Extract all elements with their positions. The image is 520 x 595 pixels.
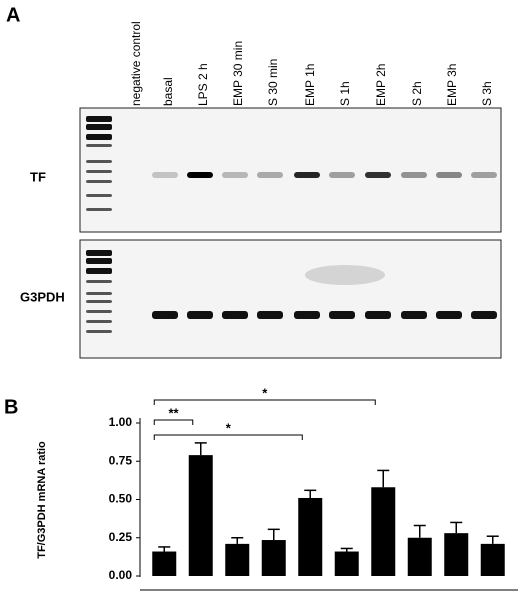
significance-bracket xyxy=(153,419,194,425)
y-tick-label: 0.75 xyxy=(109,453,133,467)
bar xyxy=(371,487,396,576)
band xyxy=(222,172,248,178)
gel-label: TF xyxy=(30,169,46,184)
y-tick-label: 0.25 xyxy=(109,530,133,544)
ladder-band xyxy=(86,292,112,295)
y-tick-label: 0.50 xyxy=(109,492,133,506)
ladder-band xyxy=(86,208,112,211)
ladder-band xyxy=(86,320,112,323)
ladder-band xyxy=(86,134,112,140)
band xyxy=(257,311,283,319)
significance-bracket xyxy=(153,434,303,440)
lane-label: basal xyxy=(161,77,175,106)
smear xyxy=(305,265,385,285)
ladder-band xyxy=(86,124,112,130)
ladder-band xyxy=(86,144,112,147)
ladder-band xyxy=(86,170,112,173)
band xyxy=(294,311,320,319)
gel xyxy=(79,107,502,233)
lane-label: S 1h xyxy=(338,81,352,106)
band xyxy=(152,311,178,319)
band xyxy=(152,172,178,178)
bar xyxy=(298,497,323,576)
band xyxy=(294,172,320,178)
bar xyxy=(407,537,432,576)
band xyxy=(187,311,213,319)
ladder-band xyxy=(86,280,112,283)
lane-label: S 3h xyxy=(480,81,494,106)
band xyxy=(471,311,497,319)
band xyxy=(436,311,462,319)
ladder-band xyxy=(86,180,112,183)
gel xyxy=(79,239,502,359)
band xyxy=(436,172,462,178)
lane-label: EMP 2h xyxy=(374,64,388,106)
y-axis-label: TF/G3PDH mRNA ratio xyxy=(36,441,48,559)
lane-label: S 2h xyxy=(410,81,424,106)
bar xyxy=(188,455,213,576)
band xyxy=(329,311,355,319)
ladder-band xyxy=(86,258,112,264)
ladder-band xyxy=(86,250,112,256)
bar xyxy=(261,540,286,576)
ladder-band xyxy=(86,160,112,163)
band xyxy=(471,172,497,178)
ladder-band xyxy=(86,330,112,333)
band xyxy=(329,172,355,178)
lane-label: S 30 min xyxy=(266,59,280,106)
ladder-band xyxy=(86,268,112,274)
band xyxy=(222,311,248,319)
panel-label: A xyxy=(6,4,20,26)
ladder-band xyxy=(86,116,112,122)
lane-label: EMP 3h xyxy=(445,64,459,106)
band xyxy=(401,172,427,178)
significance-bracket xyxy=(153,399,376,405)
ladder-band xyxy=(86,300,112,303)
gel-label: G3PDH xyxy=(20,289,65,304)
y-tick-label: 0.00 xyxy=(109,568,133,582)
lane-label: negative control xyxy=(129,21,143,106)
lane-label: EMP 30 min xyxy=(231,41,245,106)
bar xyxy=(225,543,250,576)
band xyxy=(365,172,391,178)
bar xyxy=(334,551,359,576)
band xyxy=(257,172,283,178)
ladder-band xyxy=(86,310,112,313)
panel-label: B xyxy=(4,396,18,418)
ladder-band xyxy=(86,194,112,197)
band xyxy=(365,311,391,319)
y-tick-label: 1.00 xyxy=(109,415,133,429)
significance-label: * xyxy=(262,385,268,400)
bar xyxy=(480,543,505,576)
significance-label: * xyxy=(226,420,232,435)
lane-label: LPS 2 h xyxy=(196,63,210,106)
band xyxy=(187,172,213,178)
band xyxy=(401,311,427,319)
significance-label: ** xyxy=(168,405,179,420)
bar xyxy=(152,551,177,576)
lane-label: EMP 1h xyxy=(303,64,317,106)
bar xyxy=(444,533,469,576)
